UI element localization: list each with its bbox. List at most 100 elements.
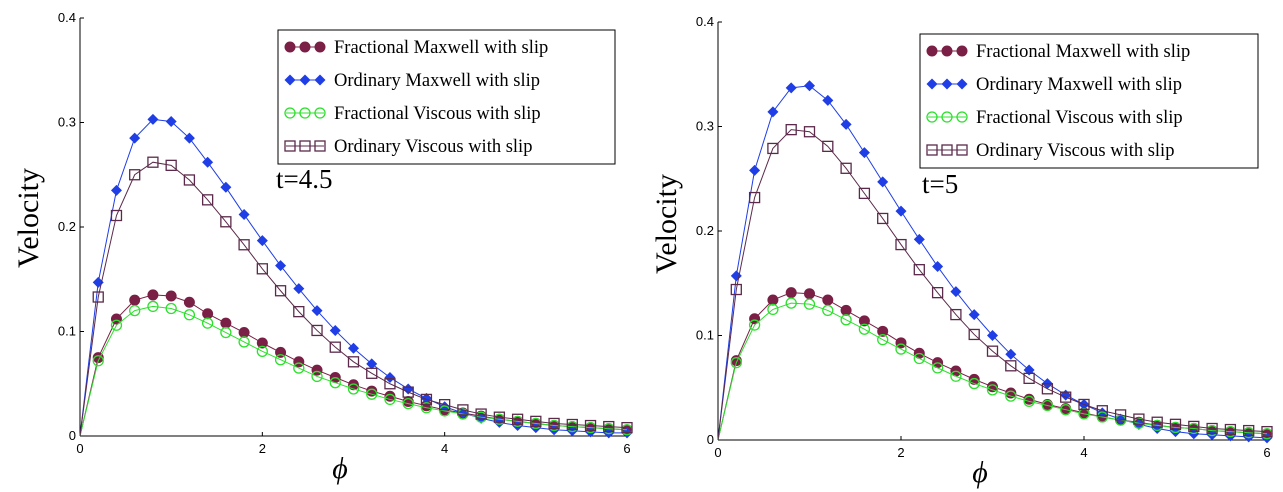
data-point xyxy=(129,132,141,144)
data-point xyxy=(366,367,378,379)
data-point xyxy=(238,327,250,339)
data-point xyxy=(585,426,597,438)
data-point xyxy=(165,302,177,315)
legend-item: Ordinary Viscous with slip xyxy=(926,141,1174,161)
data-point xyxy=(238,208,250,220)
legend-marker xyxy=(299,74,311,86)
series-line xyxy=(717,292,1268,441)
data-point xyxy=(822,304,834,317)
legend-marker xyxy=(926,78,938,90)
data-point xyxy=(147,300,159,313)
data-point xyxy=(1261,425,1273,438)
legend-marker xyxy=(284,74,296,86)
legend-item: Fractional Viscous with slip xyxy=(284,104,541,124)
data-point xyxy=(147,156,159,168)
data-point xyxy=(548,417,560,430)
data-point xyxy=(895,238,907,251)
data-point xyxy=(110,319,123,331)
data-point xyxy=(402,386,414,398)
data-point xyxy=(366,388,378,400)
data-point xyxy=(986,345,999,357)
data-point xyxy=(566,425,578,437)
data-point xyxy=(1023,372,1035,384)
data-point xyxy=(329,341,341,353)
data-point xyxy=(767,303,779,316)
data-point xyxy=(877,334,889,346)
data-point xyxy=(457,404,469,416)
data-point xyxy=(1114,409,1127,421)
data-point xyxy=(950,286,962,298)
legend-marker xyxy=(926,45,938,57)
legend-marker xyxy=(926,111,938,123)
data-point xyxy=(1151,416,1163,428)
legend-label: Fractional Viscous with slip xyxy=(976,108,1183,128)
data-point xyxy=(950,308,962,321)
data-point xyxy=(748,319,761,331)
data-point xyxy=(348,342,359,354)
data-point xyxy=(1096,411,1108,423)
data-point xyxy=(274,285,287,297)
data-point xyxy=(858,147,870,159)
data-point xyxy=(895,205,907,217)
data-point xyxy=(110,209,123,222)
data-point xyxy=(785,297,797,309)
data-point xyxy=(147,113,159,125)
data-point xyxy=(220,326,232,339)
data-point xyxy=(877,212,889,225)
data-point xyxy=(1005,348,1017,360)
data-point xyxy=(840,314,852,326)
x-tick-label: 0 xyxy=(76,441,83,456)
data-point xyxy=(822,294,834,306)
data-point xyxy=(803,298,816,310)
data-point xyxy=(129,304,141,317)
x-tick-label: 2 xyxy=(259,441,266,456)
legend-marker xyxy=(956,111,968,123)
data-point xyxy=(348,379,359,391)
data-point xyxy=(183,174,196,186)
data-point xyxy=(968,373,980,385)
y-tick-label: 0.2 xyxy=(58,219,76,234)
data-point xyxy=(347,383,360,395)
y-tick-label: 0.3 xyxy=(696,119,714,134)
legend-label: Ordinary Viscous with slip xyxy=(976,141,1174,161)
data-point xyxy=(840,118,852,130)
data-point xyxy=(92,291,104,303)
legend-marker xyxy=(956,45,968,57)
legend-marker xyxy=(299,140,311,152)
legend: Fractional Maxwell with slip Ordinary Max… xyxy=(919,33,1259,169)
data-point xyxy=(439,398,451,411)
y-tick-label: 0.4 xyxy=(58,10,76,25)
data-point xyxy=(92,355,104,367)
data-point xyxy=(420,402,433,414)
data-point xyxy=(256,337,268,349)
legend-marker xyxy=(284,41,296,53)
data-point xyxy=(274,354,287,366)
data-point xyxy=(785,287,797,299)
data-point xyxy=(202,308,214,320)
data-point xyxy=(950,370,962,382)
data-point xyxy=(530,415,542,428)
data-point xyxy=(767,294,779,306)
data-point xyxy=(913,233,925,245)
data-point xyxy=(730,357,742,369)
data-point xyxy=(147,289,159,301)
data-point xyxy=(1261,432,1273,444)
chart-panel-2: 00.10.20.30.40 2 4 6Velocityϕt=5Fractional … xyxy=(650,14,1273,489)
data-point xyxy=(931,287,944,299)
data-point xyxy=(584,419,597,432)
data-point xyxy=(183,296,195,308)
data-point xyxy=(1060,391,1072,403)
legend-item: Ordinary Maxwell with slip xyxy=(284,71,540,91)
data-point xyxy=(767,142,779,155)
legend-marker xyxy=(941,111,953,123)
data-point xyxy=(1224,430,1236,442)
data-point xyxy=(968,328,980,341)
data-point xyxy=(621,421,633,434)
data-point xyxy=(877,325,889,337)
data-point xyxy=(183,132,195,144)
data-point xyxy=(858,187,871,200)
data-point xyxy=(895,343,907,355)
data-point xyxy=(220,181,232,193)
data-point xyxy=(858,323,871,335)
